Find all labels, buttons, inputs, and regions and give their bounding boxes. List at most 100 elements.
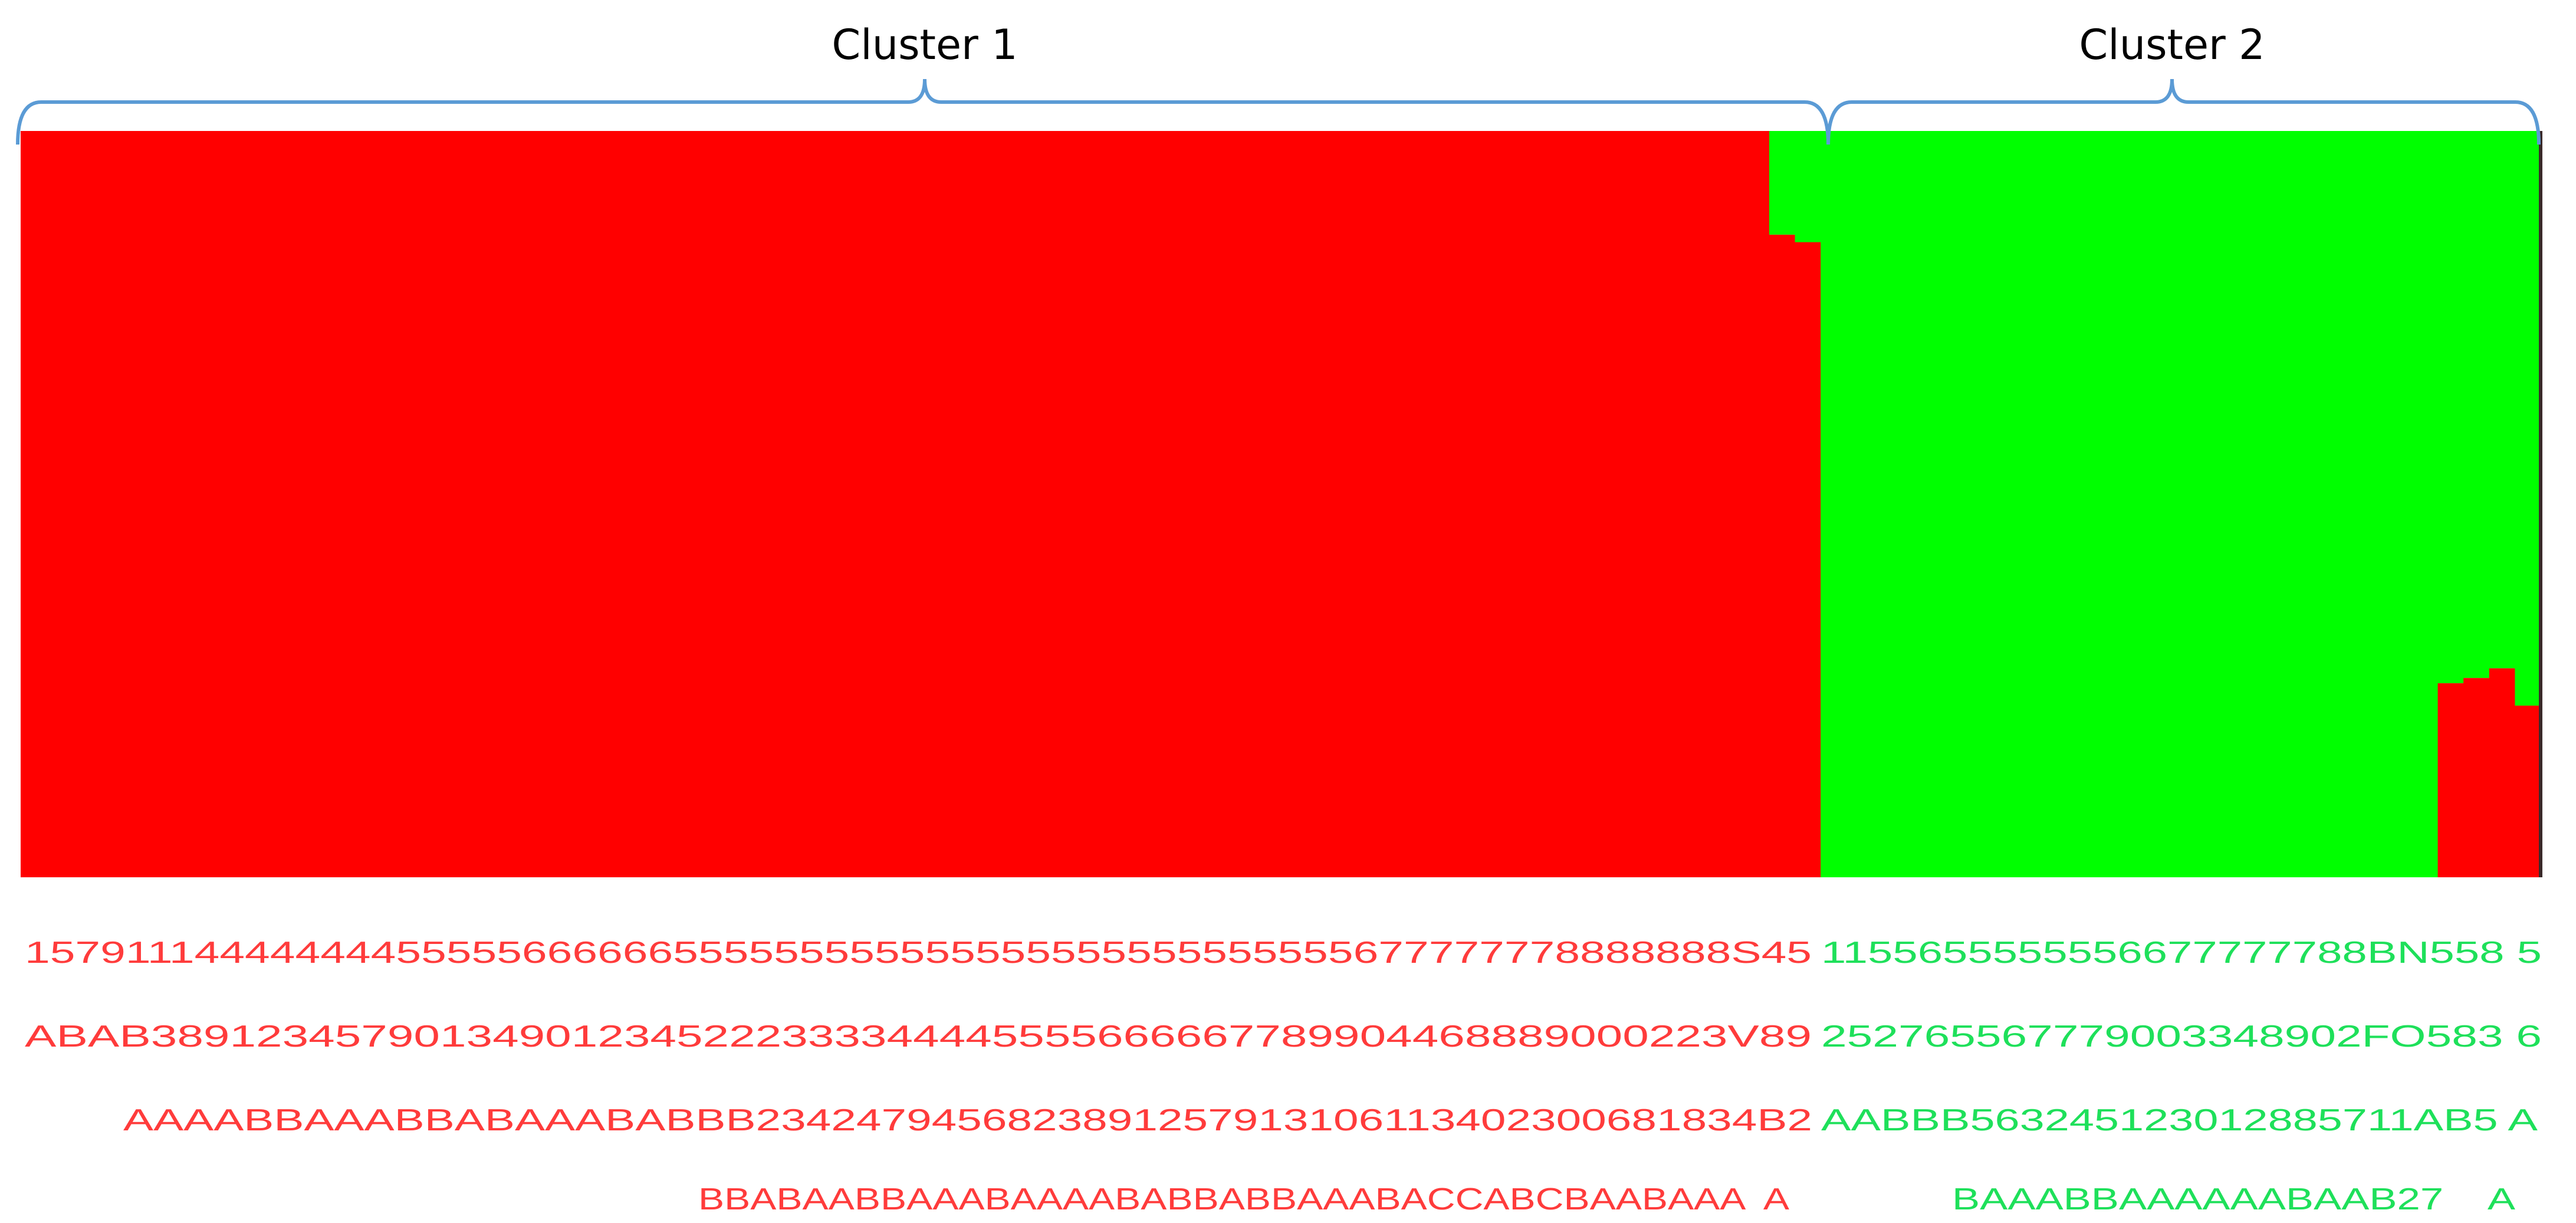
sample-label-row-3: AAAABBAAABBABAAABABBB2342479456823891257… [123, 1103, 1812, 1137]
bar-segment-red [1615, 131, 1641, 877]
bar-segment-red [921, 131, 947, 877]
bar-segment-red [586, 131, 613, 877]
bar-segment-red [1306, 131, 1333, 877]
cluster-1-label: Cluster 1 [832, 21, 1017, 69]
bar-segment-red [663, 131, 690, 877]
bar-segment-green [2437, 131, 2464, 684]
bar-segment-red [1178, 131, 1204, 877]
sample-label-row-4: BBABAABBAAABAAAABABBABBAAABACCABCBAABAAA… [698, 1182, 1789, 1217]
bar-segment-green [1769, 131, 1796, 235]
bar-segment-red [432, 131, 458, 877]
bar-segment-red [149, 131, 176, 877]
bar-segment-red [1589, 131, 1615, 877]
cluster-1-sample-labels: 1579111444444445555566666655555555555555… [25, 936, 1812, 1217]
sample-label-row-1: 1155655555556677777788BN558 5 [1821, 936, 2542, 970]
bar-segment-green [1974, 131, 2001, 877]
bars-layer [21, 131, 2541, 878]
cluster-2-bracket [1826, 78, 2541, 145]
bar-segment-red [1254, 131, 1282, 877]
bar-segment-green [2232, 131, 2258, 877]
bar-segment-red [72, 131, 98, 877]
bar-segment-red [175, 131, 201, 877]
bar-segment-red [2515, 706, 2541, 877]
bar-segment-red [1280, 131, 1307, 877]
bar-segment-red [329, 131, 356, 877]
bar-segment-red [1383, 131, 1410, 877]
cluster-1-bracket [16, 78, 1830, 145]
bar-segment-red [509, 131, 535, 877]
bar-segment-red [766, 131, 793, 877]
bar-segment-red [1537, 131, 1564, 877]
bar-segment-red [21, 131, 47, 877]
bar-segment-green [2000, 131, 2027, 877]
bar-segment-green [2206, 131, 2233, 877]
bar-segment-red [1409, 131, 1435, 877]
bar-segment-red [740, 131, 767, 877]
bar-segment-red [1692, 131, 1719, 877]
cluster-2-label: Cluster 2 [2079, 21, 2265, 69]
bar-segment-green [2360, 131, 2387, 877]
sample-label-row-3: AABBB563245123012885711AB5 A [1821, 1103, 2538, 1137]
bar-segment-green [2489, 131, 2515, 668]
bar-segment-green [2335, 131, 2361, 877]
bar-segment-red [458, 131, 484, 877]
bar-segment-red [997, 131, 1024, 877]
bar-segment-red [483, 131, 510, 877]
bar-segment-green [1949, 131, 1976, 877]
bar-segment-red [1743, 131, 1770, 877]
bar-segment-red [638, 131, 664, 877]
bar-segment-red [535, 131, 561, 877]
bar-segment-green [2463, 131, 2490, 678]
bar-segment-red [1717, 131, 1744, 877]
bar-segment-green [2180, 131, 2207, 877]
bar-segment-red [2437, 683, 2464, 877]
bar-segment-green [2103, 131, 2130, 877]
bar-segment-red [2489, 668, 2515, 877]
bar-segment-red [1435, 131, 1461, 877]
bar-segment-green [2309, 131, 2335, 877]
bar-segment-red [1769, 234, 1796, 878]
bar-segment-red [252, 131, 278, 877]
bar-segment-red [1049, 131, 1076, 877]
bar-segment-red [97, 131, 124, 877]
bar-segment-red [689, 131, 715, 877]
bar-segment-red [46, 131, 73, 877]
bar-segment-green [2154, 131, 2181, 877]
bar-segment-red [1152, 131, 1178, 877]
bar-segment-red [1795, 242, 1821, 877]
bar-segment-green [2052, 131, 2078, 877]
bar-segment-green [2386, 131, 2413, 877]
bar-segment-red [2463, 678, 2490, 877]
bar-segment-red [817, 131, 844, 877]
bar-segment-green [1846, 131, 1872, 877]
bar-segment-red [895, 131, 921, 877]
bar-segment-red [843, 131, 870, 877]
bar-segment-red [278, 131, 304, 877]
bar-segment-red [1640, 131, 1667, 877]
bar-segment-green [2026, 131, 2053, 877]
bar-segment-red [354, 131, 382, 877]
bar-segment-red [1203, 131, 1230, 877]
bar-segment-green [1872, 131, 1898, 877]
bar-segment-red [792, 131, 819, 877]
bar-segment-red [972, 131, 998, 877]
bar-segment-red [715, 131, 741, 877]
bar-segment-green [2258, 131, 2284, 877]
bar-segment-red [1486, 131, 1513, 877]
bar-segment-green [2129, 131, 2156, 877]
bar-segment-red [1100, 131, 1127, 877]
bar-segment-red [560, 131, 587, 877]
sample-label-row-1: 1579111444444445555566666655555555555555… [25, 936, 1812, 970]
bar-segment-green [2283, 131, 2310, 877]
bar-segment-green [2078, 131, 2104, 877]
cluster-2-sample-labels: 1155655555556677777788BN558 5 2527655677… [1821, 936, 2542, 1217]
bar-segment-red [946, 131, 972, 877]
sample-label-row-4: BAAABBAAAAAABAAB27 A [1952, 1182, 2515, 1217]
bar-segment-red [1229, 131, 1256, 877]
bar-segment-red [380, 131, 407, 877]
bar-segment-red [1460, 131, 1487, 877]
bar-segment-red [1126, 131, 1153, 877]
bar-segment-red [201, 131, 227, 877]
bar-segment-red [1075, 131, 1101, 877]
